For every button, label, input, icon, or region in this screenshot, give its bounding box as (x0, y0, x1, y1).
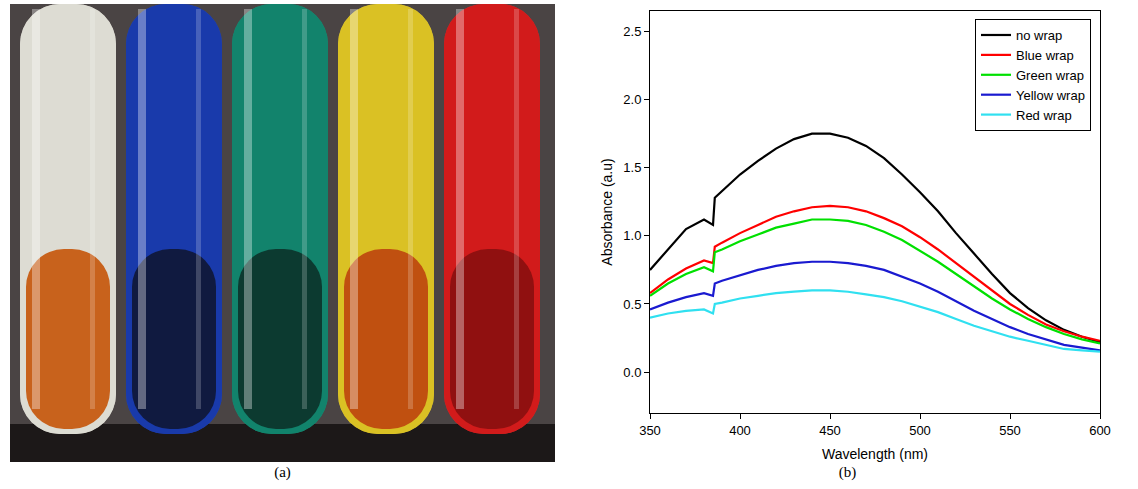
svg-text:450: 450 (819, 423, 841, 438)
svg-text:Wavelength (nm): Wavelength (nm) (822, 446, 928, 462)
svg-text:2.0: 2.0 (623, 92, 641, 107)
svg-text:400: 400 (729, 423, 751, 438)
svg-text:no wrap: no wrap (1016, 28, 1062, 43)
svg-text:2.5: 2.5 (623, 24, 641, 39)
svg-text:550: 550 (999, 423, 1021, 438)
svg-text:Blue wrap: Blue wrap (1016, 48, 1074, 63)
svg-text:1.5: 1.5 (623, 160, 641, 175)
svg-text:Green wrap: Green wrap (1016, 68, 1084, 83)
svg-text:350: 350 (639, 423, 661, 438)
svg-text:0.5: 0.5 (623, 297, 641, 312)
svg-text:1.0: 1.0 (623, 228, 641, 243)
svg-text:Red wrap: Red wrap (1016, 108, 1072, 123)
svg-text:Yellow wrap: Yellow wrap (1016, 88, 1085, 103)
svg-text:600: 600 (1089, 423, 1111, 438)
html-text:(b): (b) (838, 464, 857, 480)
svg-text:Absorbance (a.u): Absorbance (a.u) (599, 158, 615, 265)
svg-text:500: 500 (909, 423, 931, 438)
html-text:(a): (a) (274, 464, 291, 480)
svg-text:0.0: 0.0 (623, 365, 641, 380)
